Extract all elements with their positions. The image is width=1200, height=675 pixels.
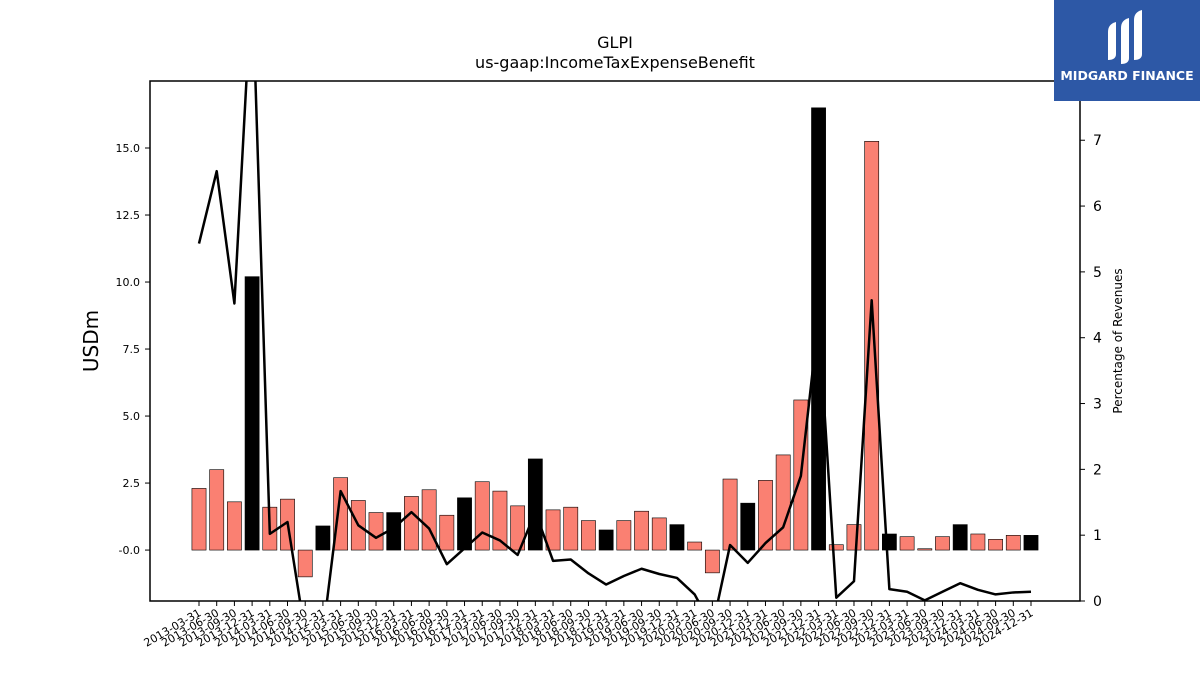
bar (917, 548, 933, 551)
bar (988, 539, 1003, 551)
y-axis-label: USDm (79, 310, 103, 372)
bar (315, 525, 331, 551)
y-tick-label: 12.5 (116, 209, 141, 222)
bar (704, 549, 720, 574)
brand-mark-icon (1108, 10, 1142, 64)
bar (457, 497, 472, 551)
y-axis-right: 0 1 2 3 4 5 6 7 (1080, 133, 1102, 610)
bar (581, 520, 596, 551)
bar (722, 478, 738, 551)
bar (775, 454, 791, 551)
bar (952, 524, 968, 551)
y-tick-label: 2.5 (123, 477, 141, 490)
bar (527, 458, 543, 551)
bar (970, 533, 986, 551)
bar (1005, 535, 1021, 551)
bar (669, 524, 685, 551)
series-line (197, 81, 1032, 601)
bar (846, 524, 862, 551)
chart-subtitle: us-gaap:IncomeTaxExpenseBenefit (475, 53, 755, 72)
bar (191, 488, 207, 551)
y2-tick-label: 7 (1093, 133, 1102, 149)
y-tick-label: 5.0 (123, 410, 141, 423)
y-tick-label: 7.5 (123, 343, 141, 356)
bar (209, 469, 225, 551)
bar (474, 481, 490, 551)
bar (935, 536, 950, 551)
bar (439, 514, 455, 551)
bar (687, 541, 703, 551)
bar (881, 533, 897, 551)
bar (492, 490, 508, 551)
bar (545, 509, 561, 551)
bar (563, 506, 579, 551)
y2-axis-label: Percentage of Revenues (1111, 268, 1125, 413)
y2-tick-label: 4 (1093, 331, 1102, 347)
bar (598, 529, 614, 551)
bars-layer (191, 107, 1039, 578)
bar (227, 501, 242, 551)
bar (828, 544, 844, 551)
line-layer (197, 81, 1032, 601)
x-axis: 2013-03-312013-06-302013-09-302013-12-31… (142, 601, 1036, 650)
y-tick-label: -0.0 (119, 544, 140, 557)
y2-tick-label: 2 (1093, 462, 1102, 478)
y2-tick-label: 5 (1093, 265, 1102, 281)
bar (634, 510, 649, 551)
bar (510, 505, 526, 551)
y2-tick-label: 3 (1093, 397, 1102, 413)
y-tick-label: 15.0 (116, 142, 141, 155)
bar (1023, 535, 1039, 551)
bar (297, 549, 313, 578)
bar (244, 276, 260, 551)
bar (899, 536, 915, 551)
bar (864, 141, 880, 551)
bar (758, 480, 773, 551)
bar (651, 517, 667, 551)
bar (368, 512, 384, 551)
y2-tick-label: 1 (1093, 528, 1102, 544)
brand-logo: MIDGARD FINANCE (1054, 0, 1200, 101)
bar (616, 520, 632, 551)
bar (404, 496, 419, 551)
y2-tick-label: 0 (1093, 594, 1102, 610)
y-axis-left: -0.0 2.5 5.0 7.5 10.0 12.5 15.0 (116, 142, 150, 557)
brand-name: MIDGARD FINANCE (1060, 68, 1194, 83)
bar (740, 502, 756, 551)
y2-tick-label: 6 (1093, 199, 1102, 215)
y-tick-label: 10.0 (116, 276, 141, 289)
chart-title: GLPI (597, 33, 633, 52)
plot-frame (149, 80, 1081, 602)
